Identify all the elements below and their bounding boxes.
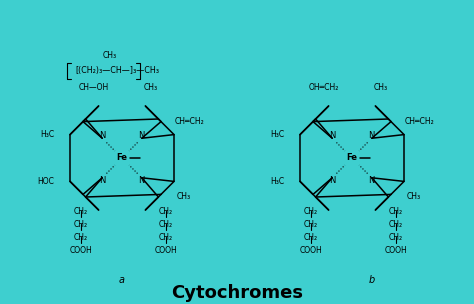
Text: CH₂: CH₂ — [73, 207, 88, 216]
Text: Fe: Fe — [117, 154, 128, 163]
Text: H₃C: H₃C — [270, 130, 284, 139]
Text: COOH: COOH — [69, 246, 92, 255]
Text: N: N — [138, 176, 145, 185]
Text: H₃C: H₃C — [40, 130, 54, 139]
Text: CH₃: CH₃ — [103, 50, 117, 60]
Text: CH₂: CH₂ — [303, 220, 318, 229]
Text: CH₂: CH₂ — [73, 233, 88, 242]
Text: N: N — [369, 176, 375, 185]
Text: N: N — [329, 176, 336, 185]
Text: CH₃: CH₃ — [177, 192, 191, 201]
Text: CH₂: CH₂ — [389, 233, 403, 242]
Text: CH═CH₂: CH═CH₂ — [404, 116, 434, 126]
Text: CH═CH₂: CH═CH₂ — [174, 116, 204, 126]
Text: CH₂: CH₂ — [389, 220, 403, 229]
Text: OH═CH₂: OH═CH₂ — [309, 84, 339, 92]
Text: COOH: COOH — [299, 246, 322, 255]
Text: CH₂: CH₂ — [159, 207, 173, 216]
Text: [(CH₂)₃—CH—]₃—CH₃: [(CH₂)₃—CH—]₃—CH₃ — [75, 67, 159, 75]
Text: CH₂: CH₂ — [389, 207, 403, 216]
Text: HOC: HOC — [37, 177, 54, 186]
Text: CH₂: CH₂ — [159, 233, 173, 242]
Text: N: N — [138, 131, 145, 140]
Text: CH₃: CH₃ — [374, 84, 387, 92]
Text: CH₂: CH₂ — [159, 220, 173, 229]
Text: COOH: COOH — [384, 246, 407, 255]
Text: a: a — [119, 275, 125, 285]
Text: b: b — [369, 275, 375, 285]
Text: CH₃: CH₃ — [407, 192, 421, 201]
Text: CH—OH: CH—OH — [79, 84, 109, 92]
Text: CH₂: CH₂ — [303, 233, 318, 242]
Text: N: N — [99, 131, 105, 140]
Text: CH₃: CH₃ — [143, 84, 157, 92]
Text: N: N — [369, 131, 375, 140]
Text: Fe: Fe — [346, 154, 357, 163]
Text: CH₂: CH₂ — [303, 207, 318, 216]
Text: H₃C: H₃C — [270, 177, 284, 186]
Text: CH₂: CH₂ — [73, 220, 88, 229]
Text: N: N — [329, 131, 336, 140]
Text: N: N — [99, 176, 105, 185]
Text: Cytochromes: Cytochromes — [171, 284, 303, 302]
Text: COOH: COOH — [155, 246, 177, 255]
